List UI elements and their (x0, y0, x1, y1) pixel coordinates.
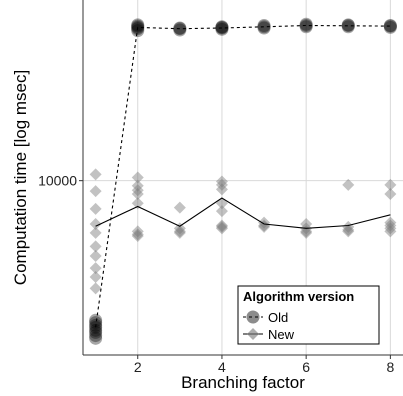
data-point-new (342, 225, 355, 238)
x-tick-label: 4 (218, 359, 226, 375)
y-tick-label: 10000 (38, 173, 77, 189)
data-point-old (89, 329, 103, 343)
legend-marker-old (246, 310, 260, 324)
data-point-new (173, 226, 186, 239)
data-point-old (341, 19, 355, 33)
data-point-new (215, 219, 228, 232)
series-line-old (95, 24, 391, 328)
legend-marker-new (247, 328, 259, 340)
data-point-new (89, 226, 102, 239)
data-point-old (257, 21, 271, 35)
data-point-old (299, 17, 313, 31)
data-point-old (131, 19, 145, 33)
data-point-new (215, 178, 228, 191)
data-point-new (384, 216, 397, 229)
data-point-old (257, 20, 271, 34)
y-axis-title: Computation time [log msec] (11, 70, 30, 285)
data-point-old (215, 21, 229, 35)
data-point-old (89, 320, 103, 334)
series-line-new (95, 197, 391, 229)
data-point-new (89, 262, 102, 275)
data-point-old (89, 323, 103, 337)
data-point-new (384, 222, 397, 235)
data-point-new (215, 183, 228, 196)
data-point-old (215, 20, 229, 34)
data-point-new (131, 188, 144, 201)
data-point-new (384, 178, 397, 191)
data-point-new (131, 225, 144, 238)
series-old (89, 17, 397, 345)
data-point-old (89, 313, 103, 327)
data-point-old (173, 23, 187, 37)
data-point-old (173, 22, 187, 36)
data-point-new (342, 223, 355, 236)
data-point-old (299, 20, 313, 34)
data-point-new (89, 270, 102, 283)
data-point-new (89, 240, 102, 253)
data-point-new (215, 220, 228, 233)
series-new (89, 168, 397, 295)
data-point-old (299, 19, 313, 33)
axes: 2 4 6 8 10000 (38, 0, 403, 375)
data-point-new (384, 219, 397, 232)
data-point-new (89, 250, 102, 263)
data-point-new (131, 179, 144, 192)
data-point-old (215, 20, 229, 34)
x-tick-label: 6 (302, 359, 310, 375)
data-point-new (89, 202, 102, 215)
x-axis-title: Branching factor (181, 373, 305, 392)
legend-label-old: Old (268, 310, 288, 325)
data-point-old (257, 19, 271, 33)
data-point-new (131, 171, 144, 184)
data-point-new (215, 205, 228, 218)
data-point-new (300, 226, 313, 239)
data-point-new (173, 225, 186, 238)
data-point-new (300, 218, 313, 231)
data-point-old (341, 18, 355, 32)
data-point-old (89, 325, 103, 339)
data-point-old (383, 20, 397, 34)
data-point-new (131, 197, 144, 210)
data-point-new (258, 216, 271, 229)
data-point-old (131, 18, 145, 32)
data-point-new (342, 220, 355, 233)
data-point-old (89, 331, 103, 345)
data-point-new (384, 225, 397, 238)
data-point-new (215, 222, 228, 235)
data-point-new (89, 168, 102, 181)
data-point-new (131, 228, 144, 241)
data-point-new (89, 218, 102, 231)
data-point-new (131, 230, 144, 243)
data-point-new (342, 178, 355, 191)
legend-title: Algorithm version (243, 289, 354, 304)
data-point-new (89, 282, 102, 295)
legend-label-new: New (268, 327, 295, 342)
data-point-new (173, 201, 186, 214)
data-point-new (384, 188, 397, 201)
legend: Algorithm version Old New (237, 285, 380, 345)
data-point-old (89, 316, 103, 330)
data-point-old (215, 22, 229, 36)
data-point-new (215, 175, 228, 188)
data-point-old (173, 21, 187, 35)
data-point-new (131, 184, 144, 197)
data-point-old (341, 20, 355, 34)
x-tick-label: 2 (134, 359, 142, 375)
data-point-old (383, 19, 397, 33)
data-point-new (89, 185, 102, 198)
x-tick-label: 8 (386, 359, 394, 375)
data-point-old (383, 19, 397, 33)
